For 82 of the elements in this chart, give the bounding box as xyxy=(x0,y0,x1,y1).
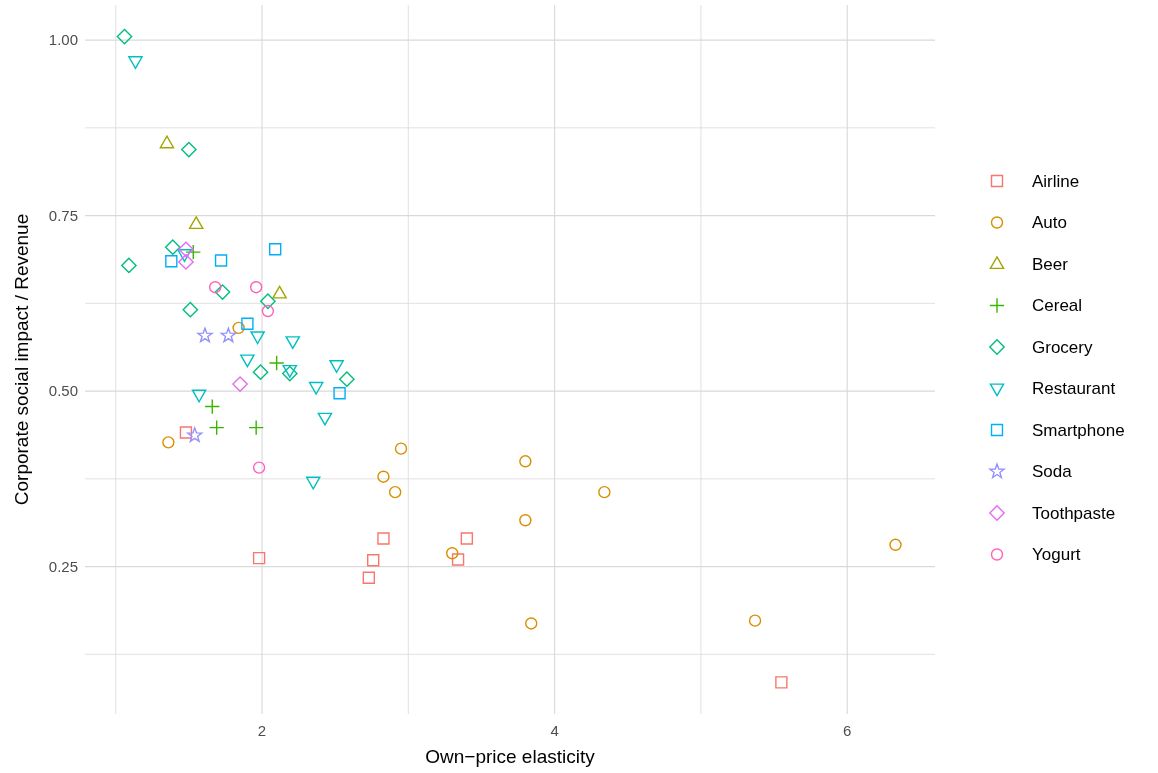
point xyxy=(249,281,263,294)
point xyxy=(209,281,222,294)
legend-label: Soda xyxy=(1032,462,1073,482)
x-tick-label: 4 xyxy=(550,722,559,739)
point xyxy=(261,304,275,318)
point xyxy=(214,284,231,300)
y-tick-label: 0.25 xyxy=(48,557,78,575)
legend-label: Grocery xyxy=(1032,337,1093,357)
point xyxy=(367,554,380,567)
y-axis-title: Corporate social impact / Revenue xyxy=(11,213,32,506)
y-tick-label: 1.00 xyxy=(48,31,78,49)
point xyxy=(285,336,301,350)
point xyxy=(252,364,269,380)
point xyxy=(162,436,175,449)
point xyxy=(388,485,402,499)
point xyxy=(177,249,192,263)
x-tick-label: 6 xyxy=(843,722,852,739)
point xyxy=(377,532,390,545)
point xyxy=(252,461,266,474)
point xyxy=(519,514,532,527)
legend-label: Cereal xyxy=(1032,296,1083,316)
point xyxy=(178,241,194,258)
point xyxy=(197,327,213,343)
point xyxy=(333,387,346,400)
legend-label: Airline xyxy=(1032,171,1080,191)
x-axis-title: Own−price elasticity xyxy=(425,746,596,767)
point xyxy=(185,244,202,260)
point xyxy=(121,257,137,274)
point xyxy=(282,364,298,378)
point xyxy=(179,426,193,439)
legend-label: Restaurant xyxy=(1032,379,1116,399)
point xyxy=(164,239,181,256)
point xyxy=(191,389,207,403)
point xyxy=(451,553,465,566)
point xyxy=(232,376,248,392)
point xyxy=(317,412,333,426)
point xyxy=(182,301,199,318)
point xyxy=(362,571,376,585)
point xyxy=(748,614,762,627)
point xyxy=(329,360,344,373)
legend-label: Beer xyxy=(1032,254,1069,274)
point xyxy=(165,255,178,268)
point xyxy=(241,317,254,330)
point xyxy=(268,243,282,256)
point xyxy=(446,547,459,560)
point xyxy=(178,254,194,270)
point xyxy=(460,532,474,545)
point xyxy=(252,551,266,565)
point xyxy=(214,254,228,267)
point xyxy=(305,476,321,490)
point xyxy=(186,427,203,443)
point xyxy=(128,56,143,70)
point xyxy=(220,327,237,343)
point xyxy=(889,538,902,552)
point xyxy=(204,398,221,415)
point xyxy=(250,331,265,345)
point xyxy=(598,485,611,499)
point xyxy=(519,455,532,468)
point xyxy=(775,676,788,689)
point xyxy=(308,381,324,395)
point xyxy=(525,617,538,630)
y-tick-label: 0.50 xyxy=(48,382,78,400)
legend-label: Smartphone xyxy=(1032,420,1125,440)
point xyxy=(248,419,265,436)
point xyxy=(377,470,390,483)
point xyxy=(232,321,245,335)
point xyxy=(181,141,197,158)
point xyxy=(240,354,255,368)
point xyxy=(394,442,408,455)
x-tick-label: 2 xyxy=(257,722,267,739)
point xyxy=(188,216,204,230)
point xyxy=(116,28,133,45)
point xyxy=(260,293,276,310)
point xyxy=(159,135,175,149)
point xyxy=(268,355,285,371)
point xyxy=(208,419,225,436)
legend-label: Toothpaste xyxy=(1032,503,1116,523)
y-tick-label: 0.75 xyxy=(48,206,78,224)
legend-label: Auto xyxy=(1032,213,1067,233)
point xyxy=(272,285,287,299)
point xyxy=(339,371,355,388)
legend-label: Yogurt xyxy=(1032,545,1081,565)
